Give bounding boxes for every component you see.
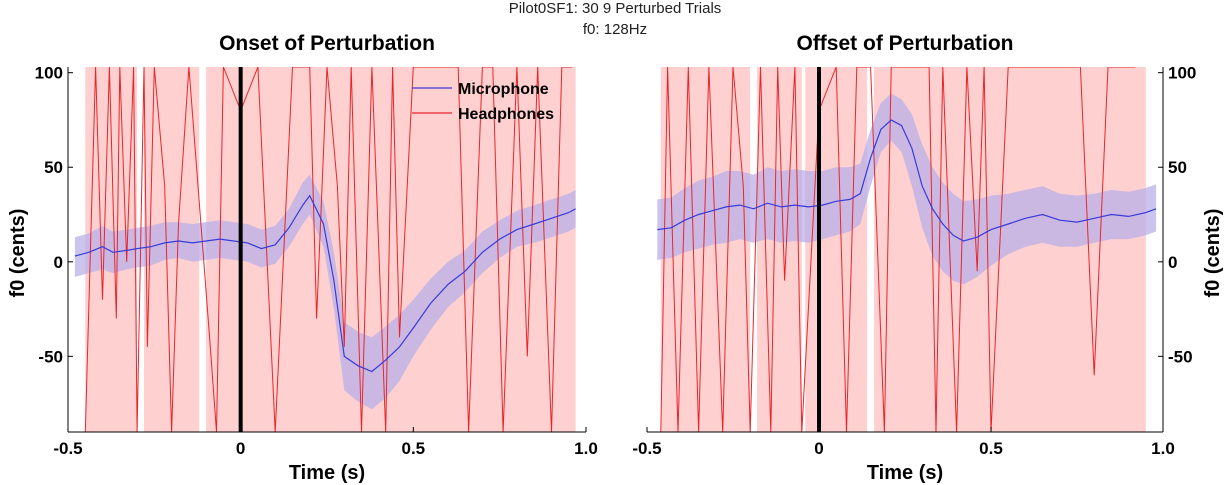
onset-y-tick-label: 50 <box>44 158 63 177</box>
offset-headphones-band-2 <box>805 67 868 432</box>
legend-headphones-label: Headphones <box>458 106 554 123</box>
onset-x-tick-label: -0.5 <box>53 439 82 458</box>
panel-offset: Offset of Perturbation -0.5 0 0.5 1.0 100 50 0… <box>632 32 1224 484</box>
onset-x-axis-label: Time (s) <box>289 462 365 484</box>
legend-microphone-label: Microphone <box>458 81 549 98</box>
onset-x-tick-label: 1.0 <box>574 439 598 458</box>
onset-clipped-layer <box>74 67 576 432</box>
onset-panel-title: Onset of Perturbation <box>219 32 435 55</box>
onset-microphone-confidence-band <box>74 174 576 410</box>
offset-x-tick-label: 0 <box>814 439 823 458</box>
offset-x-tick-label: 0.5 <box>979 439 1003 458</box>
onset-y-axis-label: f0 (cents) <box>7 209 29 298</box>
onset-y-tick-label: -50 <box>38 347 63 366</box>
offset-x-axis-label: Time (s) <box>867 462 943 484</box>
onset-plot-area: -0.5 0 0.5 1.0 100 50 0 -50 <box>35 64 598 458</box>
offset-panel-title: Offset of Perturbation <box>796 32 1013 55</box>
offset-headphones-series-line <box>660 67 1136 432</box>
offset-clipped-layer <box>657 67 1157 432</box>
offset-microphone-confidence-band <box>657 93 1157 285</box>
onset-y-tick-label: 0 <box>54 253 63 272</box>
onset-y-tick-label: 100 <box>35 64 63 83</box>
onset-microphone-series-line <box>74 194 576 373</box>
offset-x-tick-label: 1.0 <box>1151 439 1175 458</box>
offset-y-tick-label: 50 <box>1168 158 1187 177</box>
offset-y-tick-label: 0 <box>1168 253 1177 272</box>
offset-y-axis-label: f0 (cents) <box>1202 209 1224 298</box>
offset-y-tick-label: -50 <box>1168 347 1193 366</box>
figure-suptitle-line2: f0: 128Hz <box>583 21 647 38</box>
figure-suptitle-line1: Pilot0SF1: 30 9 Perturbed Trials <box>509 0 722 17</box>
onset-x-tick-label: 0 <box>236 439 245 458</box>
offset-plot-area: -0.5 0 0.5 1.0 100 50 0 -50 <box>632 64 1196 458</box>
offset-x-tick-label: -0.5 <box>632 439 661 458</box>
onset-x-tick-label: 0.5 <box>402 439 426 458</box>
offset-y-tick-label: 100 <box>1168 64 1196 83</box>
offset-microphone-series-line <box>657 119 1157 242</box>
panel-onset: Onset of Perturbation -0.5 0 0.5 1.0100500-… <box>7 32 598 484</box>
onset-headphones-series-line <box>84 67 573 432</box>
legend: Microphone Headphones <box>412 81 554 123</box>
